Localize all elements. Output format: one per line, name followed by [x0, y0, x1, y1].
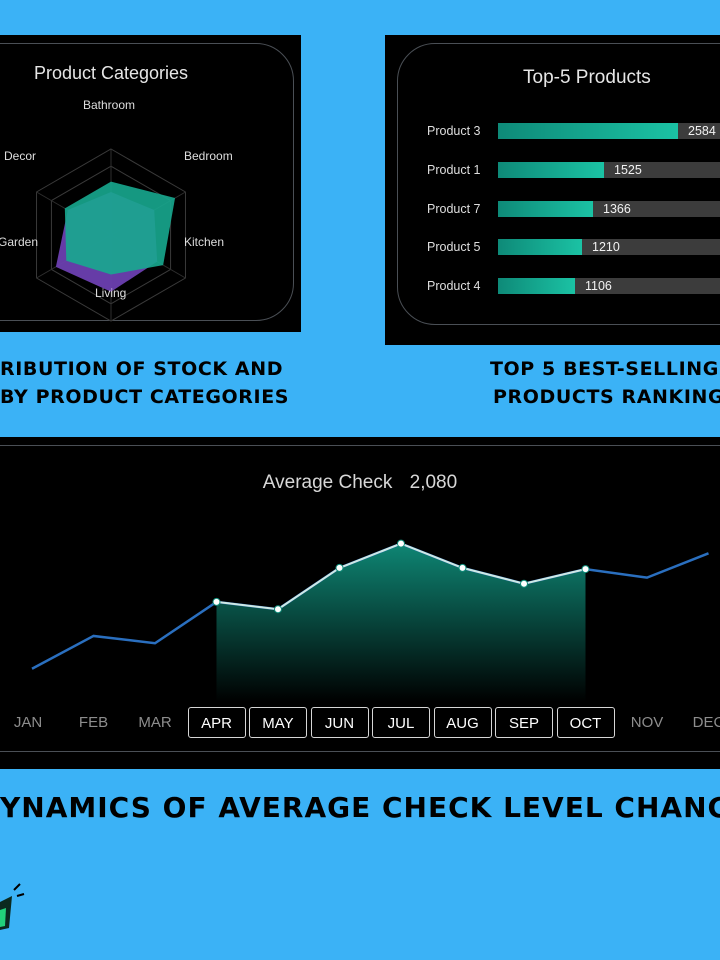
bar-label: Product 5 — [427, 240, 481, 254]
radar-chart — [36, 148, 186, 322]
month-label-nov: NOV — [630, 714, 664, 731]
radar-caption: RIBUTION OF STOCK AND BY PRODUCT CATEGOR… — [0, 355, 289, 411]
bar-label: Product 1 — [427, 163, 481, 177]
top-products-title: Top-5 Products — [523, 67, 651, 88]
radar-label-garden: Garden — [0, 235, 39, 249]
data-point — [212, 597, 221, 606]
month-label-oct[interactable]: OCT — [556, 707, 615, 738]
logo-icon — [0, 883, 25, 930]
bar-label: Product 3 — [427, 124, 481, 138]
product-categories-panel: Product Categories Bathroom Bedroom Kitc… — [0, 35, 301, 332]
bar-fill — [498, 201, 593, 217]
bar-track: 1210 — [498, 239, 720, 255]
data-point — [458, 563, 467, 572]
bar-track: 1525 — [498, 162, 720, 178]
month-label-jan: JAN — [13, 714, 43, 731]
highlight-area — [216, 543, 586, 702]
month-label-feb: FEB — [78, 714, 109, 731]
data-point — [520, 579, 528, 588]
month-label-sep[interactable]: SEP — [495, 707, 553, 738]
month-label-jul[interactable]: JUL — [372, 707, 430, 738]
top-caption-line1: TOP 5 BEST-SELLING — [490, 358, 719, 380]
radar-title: Product Categories — [33, 63, 189, 83]
average-check-card — [0, 445, 720, 752]
bar-track: 2584 — [498, 123, 720, 139]
bar-value: 2584 — [688, 124, 716, 138]
average-check-value: 2,080 — [409, 472, 458, 493]
radar-label-living: Living — [95, 286, 127, 300]
month-label-aug[interactable]: AUG — [433, 707, 492, 738]
bar-value: 1106 — [585, 279, 612, 293]
bar-track: 1366 — [498, 201, 720, 217]
data-point — [335, 563, 344, 572]
bar-value: 1525 — [614, 163, 642, 177]
bar-fill — [498, 162, 604, 178]
radar-caption-line1: RIBUTION OF STOCK AND — [0, 358, 284, 380]
average-check-line-chart — [31, 539, 709, 702]
radar-caption-line2: BY PRODUCT CATEGORIES — [0, 386, 290, 408]
bar-fill — [498, 239, 582, 255]
radar-label-bedroom: Bedroom — [184, 149, 233, 163]
average-check-title: Average Check 2,080 — [0, 472, 720, 494]
radar-label-kitchen: Kitchen — [184, 235, 225, 249]
radar-label-bathroom: Bathroom — [83, 98, 136, 112]
top-caption-line2: PRODUCTS RANKING — [493, 386, 720, 408]
bar-track: 1106 — [498, 278, 720, 294]
product-categories-card — [0, 43, 294, 321]
bar-row: Product 4 1106 — [385, 278, 720, 294]
average-check-label: Average Check — [262, 472, 393, 493]
radar-series-a — [64, 181, 176, 275]
bar-fill — [498, 278, 575, 294]
average-check-caption: YNAMICS OF AVERAGE CHECK LEVEL CHANGE — [0, 791, 720, 824]
month-label-mar: MAR — [138, 714, 172, 731]
top-products-panel: Top-5 Products Product 3 2584 Product 1 … — [385, 35, 720, 345]
bar-fill — [498, 123, 678, 139]
bar-label: Product 7 — [427, 202, 481, 216]
bar-row: Product 7 1366 — [385, 201, 720, 217]
month-label-may[interactable]: MAY — [249, 707, 307, 738]
data-point — [397, 539, 405, 548]
bar-row: Product 1 1525 — [385, 162, 720, 178]
bar-label: Product 4 — [427, 279, 481, 293]
top-products-card — [397, 43, 720, 325]
bar-value: 1210 — [592, 240, 620, 254]
top-products-caption: TOP 5 BEST-SELLING PRODUCTS RANKING — [490, 355, 720, 411]
month-label-dec: DEC — [692, 714, 720, 731]
data-point — [581, 565, 590, 574]
data-point — [274, 605, 282, 614]
radar-label-decor: Decor — [4, 149, 37, 163]
bar-row: Product 3 2584 — [385, 123, 720, 139]
average-check-panel: Average Check 2,080 JAN FEB MAR APR MAY JUN JU… — [0, 437, 720, 769]
month-label-apr[interactable]: APR — [187, 707, 246, 738]
month-label-jun[interactable]: JUN — [310, 707, 369, 738]
bar-row: Product 5 1210 — [385, 239, 720, 255]
bar-value: 1366 — [603, 202, 631, 216]
